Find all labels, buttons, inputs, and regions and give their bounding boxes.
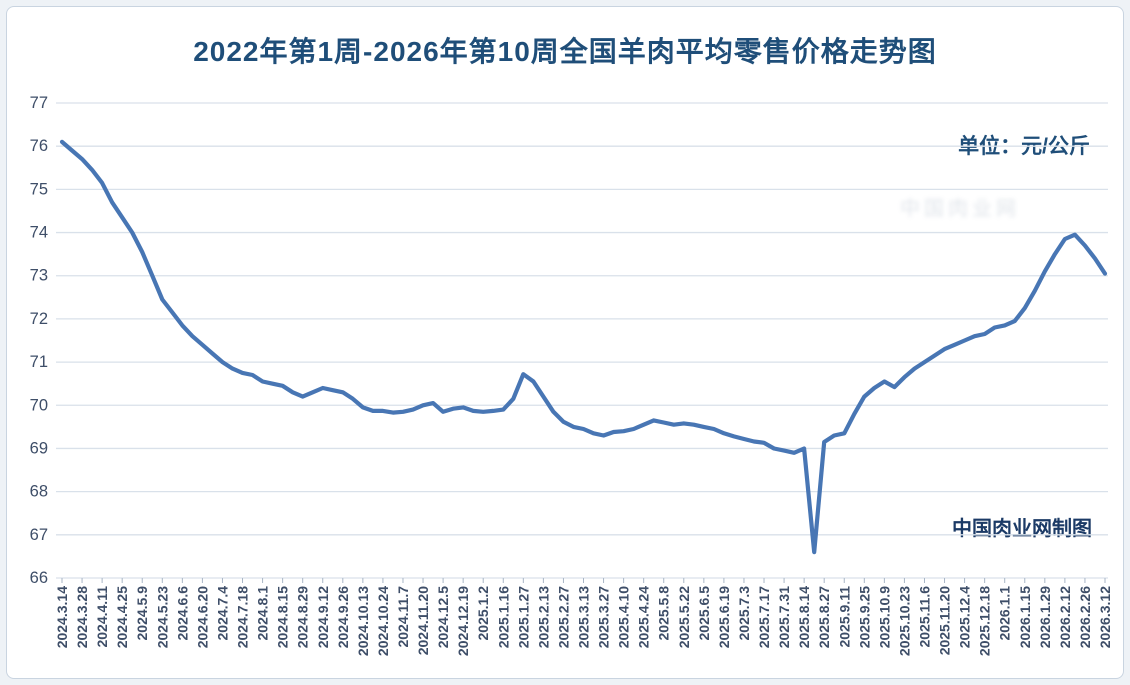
y-axis-tick-label: 71 — [30, 353, 48, 371]
x-axis-tick-label: 2025.3.13 — [576, 586, 592, 648]
x-axis-tick-label: 2025.2.13 — [535, 586, 551, 648]
y-axis-tick-label: 74 — [30, 224, 48, 242]
y-axis-tick-label: 73 — [30, 267, 48, 285]
x-axis-tick-label: 2025.11.20 — [937, 586, 953, 656]
x-axis-tick-label: 2026.1.1 — [997, 586, 1013, 641]
x-axis-tick-label: 2025.3.27 — [596, 586, 612, 648]
x-axis-tick-label: 2025.9.11 — [836, 586, 852, 648]
watermark: 中国肉业网 — [900, 198, 1020, 220]
x-axis-tick-label: 2025.7.17 — [756, 586, 772, 648]
x-axis-tick-label: 2025.1.27 — [515, 586, 531, 648]
x-axis-tick-label: 2024.10.24 — [375, 586, 391, 656]
x-axis-tick-label: 2024.12.5 — [435, 586, 451, 648]
x-axis-tick-label: 2025.12.4 — [957, 586, 973, 648]
chart-card — [6, 6, 1124, 679]
x-axis-tick-label: 2025.9.25 — [856, 586, 872, 648]
y-axis-tick-label: 76 — [30, 137, 48, 155]
y-axis-tick-label: 72 — [30, 310, 48, 328]
x-axis-tick-label: 2025.7.3 — [736, 586, 752, 641]
x-axis-tick-label: 2024.9.26 — [335, 586, 351, 648]
x-axis-tick-label: 2024.3.14 — [54, 586, 70, 648]
x-axis-tick-label: 2024.6.6 — [174, 586, 190, 641]
x-axis-tick-label: 2026.3.12 — [1097, 586, 1113, 648]
x-axis-tick-label: 2024.9.12 — [315, 586, 331, 648]
x-axis-tick-label: 2025.10.23 — [896, 586, 912, 656]
x-axis-tick-label: 2024.7.18 — [235, 586, 251, 648]
x-axis-tick-label: 2025.1.2 — [475, 586, 491, 641]
x-axis-tick-label: 2024.4.25 — [114, 586, 130, 648]
x-axis-tick-label: 2024.11.7 — [395, 586, 411, 648]
price-series-line — [59, 139, 1108, 555]
x-axis-tick-label: 2025.12.18 — [977, 586, 993, 656]
y-axis-tick-label: 77 — [30, 94, 48, 112]
x-axis-tick-label: 2025.8.27 — [816, 586, 832, 648]
x-axis-tick-label: 2024.6.20 — [194, 586, 210, 648]
x-axis-tick-label: 2026.1.15 — [1017, 586, 1033, 648]
y-axis-tick-label: 75 — [30, 180, 48, 198]
x-axis-tick-label: 2024.8.29 — [295, 586, 311, 648]
x-axis-tick-label: 2024.5.23 — [154, 586, 170, 648]
x-axis-tick-label: 2024.5.9 — [134, 586, 150, 641]
x-axis-tick-label: 2025.6.5 — [696, 586, 712, 641]
x-axis-tick-label: 2024.10.13 — [355, 586, 371, 656]
x-axis-tick-label: 2025.5.22 — [676, 586, 692, 648]
x-axis-tick-label: 2026.2.26 — [1077, 586, 1093, 648]
x-axis-tick-label: 2024.3.28 — [74, 586, 90, 648]
x-axis-tick-label: 2025.8.14 — [796, 586, 812, 648]
x-axis-tick-label: 2025.6.19 — [716, 586, 732, 648]
x-axis-tick-label: 2024.8.1 — [255, 586, 271, 641]
x-axis-tick-label: 2026.1.29 — [1037, 586, 1053, 648]
x-axis-tick-label: 2024.8.15 — [275, 586, 291, 648]
y-axis-tick-label: 66 — [30, 569, 48, 587]
y-axis-tick-label: 69 — [30, 439, 48, 457]
x-axis-tick-label: 2024.12.19 — [455, 586, 471, 656]
x-axis-tick-label: 2024.7.4 — [214, 586, 230, 641]
chart-title: 2022年第1周-2026年第10周全国羊肉平均零售价格走势图 — [193, 36, 937, 67]
x-axis-tick-label: 2025.2.27 — [555, 586, 571, 648]
x-axis-tick-label: 2025.7.31 — [776, 586, 792, 648]
x-axis-tick-label: 2025.11.6 — [916, 586, 932, 648]
y-axis-tick-label: 70 — [30, 396, 48, 414]
y-axis-tick-label: 67 — [30, 526, 48, 544]
x-axis-tick-label: 2025.4.10 — [616, 586, 632, 648]
x-axis-tick-label: 2025.10.9 — [876, 586, 892, 648]
x-axis-tick-label: 2024.11.20 — [415, 586, 431, 656]
x-axis-tick-label: 2025.1.16 — [495, 586, 511, 648]
x-axis-tick-label: 2026.2.12 — [1057, 586, 1073, 648]
x-axis-tick-label: 2025.5.8 — [656, 586, 672, 641]
x-axis-tick-label: 2024.4.11 — [94, 586, 110, 648]
x-axis-tick-label: 2025.4.24 — [636, 586, 652, 648]
y-axis-tick-label: 68 — [30, 483, 48, 501]
